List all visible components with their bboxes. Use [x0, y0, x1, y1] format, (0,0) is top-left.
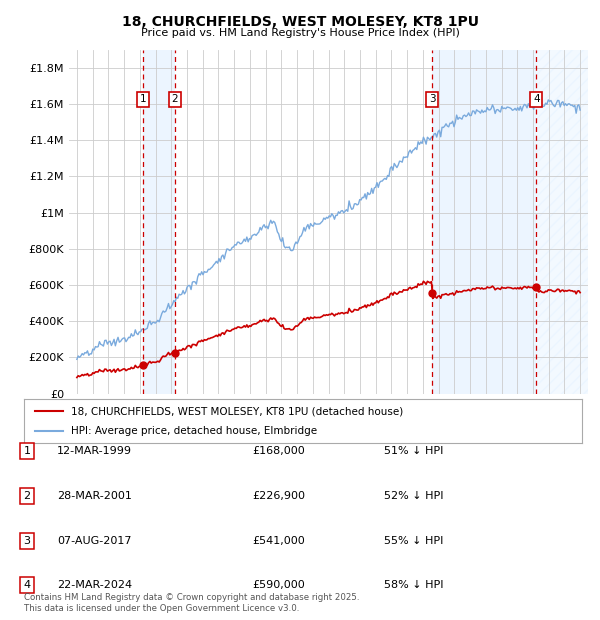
- Text: 1: 1: [139, 94, 146, 105]
- Text: £168,000: £168,000: [252, 446, 305, 456]
- Text: 2: 2: [172, 94, 178, 105]
- Text: 18, CHURCHFIELDS, WEST MOLESEY, KT8 1PU: 18, CHURCHFIELDS, WEST MOLESEY, KT8 1PU: [121, 16, 479, 30]
- Text: £541,000: £541,000: [252, 536, 305, 546]
- Text: £226,900: £226,900: [252, 491, 305, 501]
- Text: 51% ↓ HPI: 51% ↓ HPI: [384, 446, 443, 456]
- Text: HPI: Average price, detached house, Elmbridge: HPI: Average price, detached house, Elmb…: [71, 426, 317, 436]
- Bar: [536, 50, 588, 394]
- Text: 2: 2: [23, 491, 31, 501]
- Text: £590,000: £590,000: [252, 580, 305, 590]
- Text: 07-AUG-2017: 07-AUG-2017: [57, 536, 131, 546]
- Text: 55% ↓ HPI: 55% ↓ HPI: [384, 536, 443, 546]
- Text: 58% ↓ HPI: 58% ↓ HPI: [384, 580, 443, 590]
- Bar: [433, 50, 536, 394]
- Text: Price paid vs. HM Land Registry's House Price Index (HPI): Price paid vs. HM Land Registry's House …: [140, 28, 460, 38]
- Text: Contains HM Land Registry data © Crown copyright and database right 2025.
This d: Contains HM Land Registry data © Crown c…: [24, 593, 359, 613]
- Text: 4: 4: [533, 94, 540, 105]
- Text: 18, CHURCHFIELDS, WEST MOLESEY, KT8 1PU (detached house): 18, CHURCHFIELDS, WEST MOLESEY, KT8 1PU …: [71, 406, 404, 416]
- Text: 4: 4: [23, 580, 31, 590]
- Text: 22-MAR-2024: 22-MAR-2024: [57, 580, 132, 590]
- Bar: [143, 50, 175, 394]
- Text: 1: 1: [23, 446, 31, 456]
- Text: 52% ↓ HPI: 52% ↓ HPI: [384, 491, 443, 501]
- Text: 3: 3: [23, 536, 31, 546]
- Text: 12-MAR-1999: 12-MAR-1999: [57, 446, 132, 456]
- Text: 3: 3: [429, 94, 436, 105]
- Text: 28-MAR-2001: 28-MAR-2001: [57, 491, 132, 501]
